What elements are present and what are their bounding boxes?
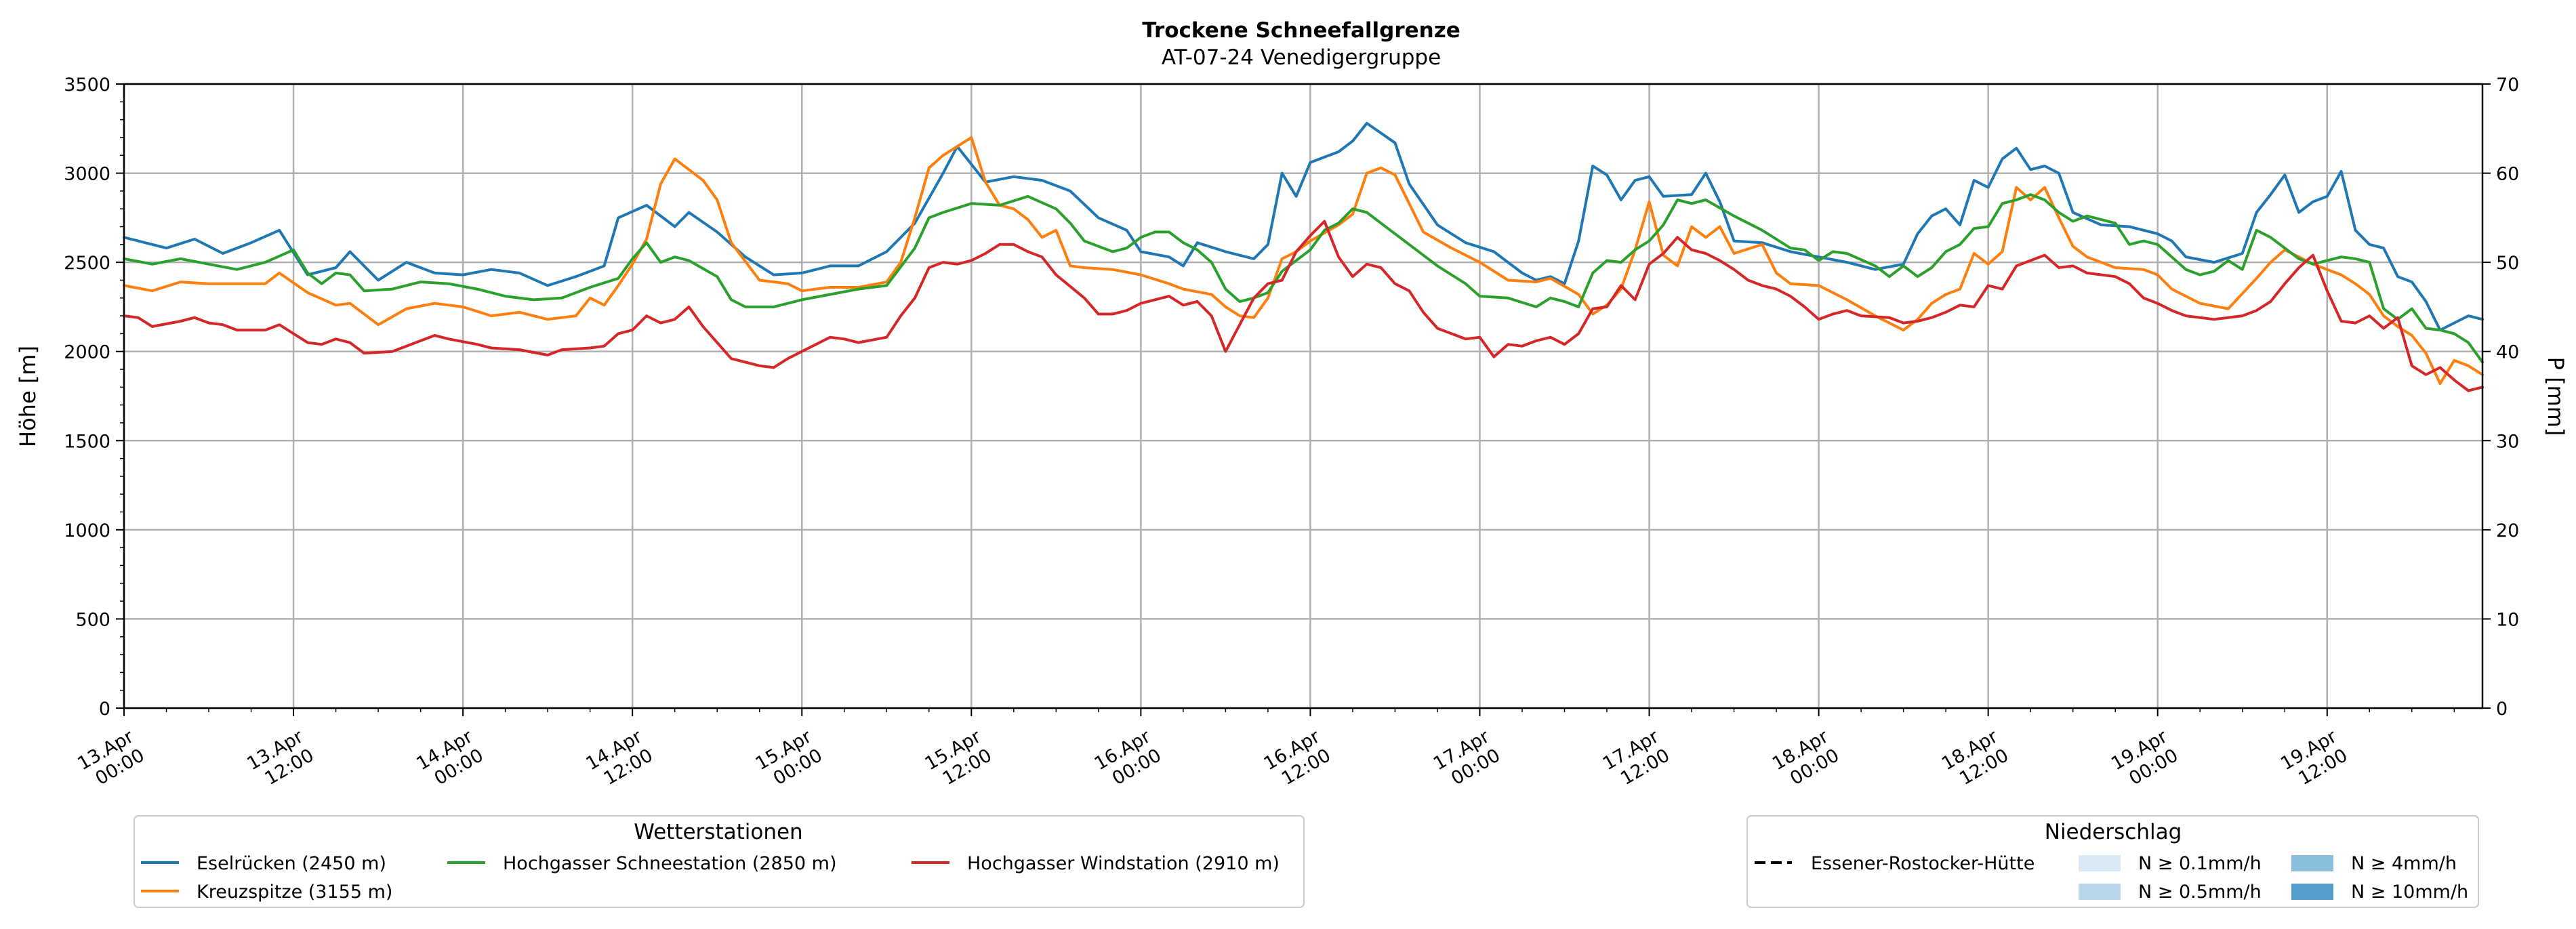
series-line-3 <box>123 220 2484 392</box>
y2-tick-label-0: 0 <box>2496 699 2508 720</box>
y-tick-label-1: 500 <box>75 609 110 630</box>
grid <box>123 83 2482 709</box>
y-tick-label-3: 1500 <box>64 431 110 452</box>
legend-label-0: Eselrücken (2450 m) <box>197 853 386 874</box>
y-axis-label: Höhe [m] <box>15 346 41 447</box>
legend-stations: Wetterstationen Eselrücken (2450 m) Kreuz… <box>134 815 1305 908</box>
legend-intensity-label-0: N ≥ 0.1mm/h <box>2138 853 2262 874</box>
y-tick-label-2: 1000 <box>64 520 110 541</box>
chart-subtitle: AT-07-24 Venedigergruppe <box>1162 45 1441 70</box>
y-tick-label-0: 0 <box>99 699 110 720</box>
y-axis-right: 0 10 20 30 40 50 60 70 <box>2482 75 2519 720</box>
series-line-1 <box>123 136 2484 386</box>
y-axis-left: 0 500 1000 1500 2000 2500 3000 3500 <box>64 75 124 720</box>
y-tick-label-6: 3000 <box>64 164 110 185</box>
y2-tick-label-5: 50 <box>2496 253 2519 274</box>
legend-precipitation-title: Niederschlag <box>2045 820 2182 844</box>
series-line-2 <box>123 193 2484 364</box>
y2-tick-label-2: 20 <box>2496 520 2519 541</box>
y-tick-label-5: 2500 <box>64 253 110 274</box>
legend-stations-entries: Eselrücken (2450 m) Kreuzspitze (3155 m) H… <box>141 853 1280 903</box>
legend-stations-frame <box>134 815 1305 908</box>
legend-intensity-label-3: N ≥ 10mm/h <box>2351 882 2468 903</box>
legend-label-3: Hochgasser Windstation (2910 m) <box>967 853 1280 874</box>
legend-label-1: Kreuzspitze (3155 m) <box>197 882 392 903</box>
legend-intensity-swatch-1 <box>2079 884 2121 900</box>
legend-intensity-label-1: N ≥ 0.5mm/h <box>2138 882 2262 903</box>
y2-tick-label-7: 70 <box>2496 75 2519 96</box>
legend-stations-title: Wetterstationen <box>634 820 802 844</box>
chart-title: Trockene Schneefallgrenze <box>1142 18 1460 43</box>
series-lines <box>123 121 2484 392</box>
y2-tick-label-1: 10 <box>2496 609 2519 630</box>
y2-tick-label-6: 60 <box>2496 164 2519 185</box>
plot-frame <box>123 83 2484 709</box>
legend-intensity-swatch-2 <box>2291 855 2333 871</box>
series-line-0 <box>123 121 2484 332</box>
legend-intensity-swatch-3 <box>2291 884 2333 900</box>
y2-tick-label-4: 40 <box>2496 342 2519 363</box>
y-tick-label-4: 2000 <box>64 342 110 363</box>
legend-intensity-swatch-0 <box>2079 855 2121 871</box>
y2-tick-label-3: 30 <box>2496 431 2519 452</box>
y2-axis-label: P [mm] <box>2543 357 2569 436</box>
legend-intensity-label-2: N ≥ 4mm/h <box>2351 853 2457 874</box>
legend-precipitation: Niederschlag Essener-Rostocker-Hütte N ≥… <box>1746 815 2479 908</box>
y-tick-label-7: 3500 <box>64 75 110 96</box>
legend-label-2: Hochgasser Schneestation (2850 m) <box>503 853 837 874</box>
legend-station-label: Essener-Rostocker-Hütte <box>1811 853 2035 874</box>
